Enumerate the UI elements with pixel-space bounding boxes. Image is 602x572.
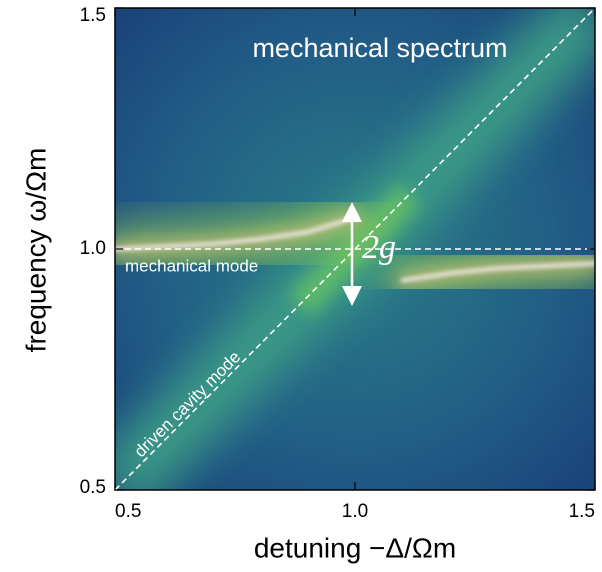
x-axis-label: detuning −Δ/Ωm	[254, 532, 456, 563]
mechanical-mode-label: mechanical mode	[125, 256, 258, 275]
branch-line	[401, 261, 595, 283]
branch-line	[115, 215, 357, 251]
x-tick-label: 1.5	[569, 501, 595, 522]
y-axis-label: frequency ω/Ωm	[20, 148, 51, 353]
cavity-mode-line	[114, 7, 596, 491]
y-tick-label: 1.0	[80, 238, 106, 259]
chart-title: mechanical spectrum	[252, 33, 507, 63]
y-tick-label: 1.5	[80, 5, 106, 26]
splitting-label: 2g	[362, 229, 396, 266]
x-tick-label: 1.0	[342, 501, 368, 522]
x-tick-label: 0.5	[115, 501, 141, 522]
y-tick-label: 0.5	[80, 477, 106, 498]
